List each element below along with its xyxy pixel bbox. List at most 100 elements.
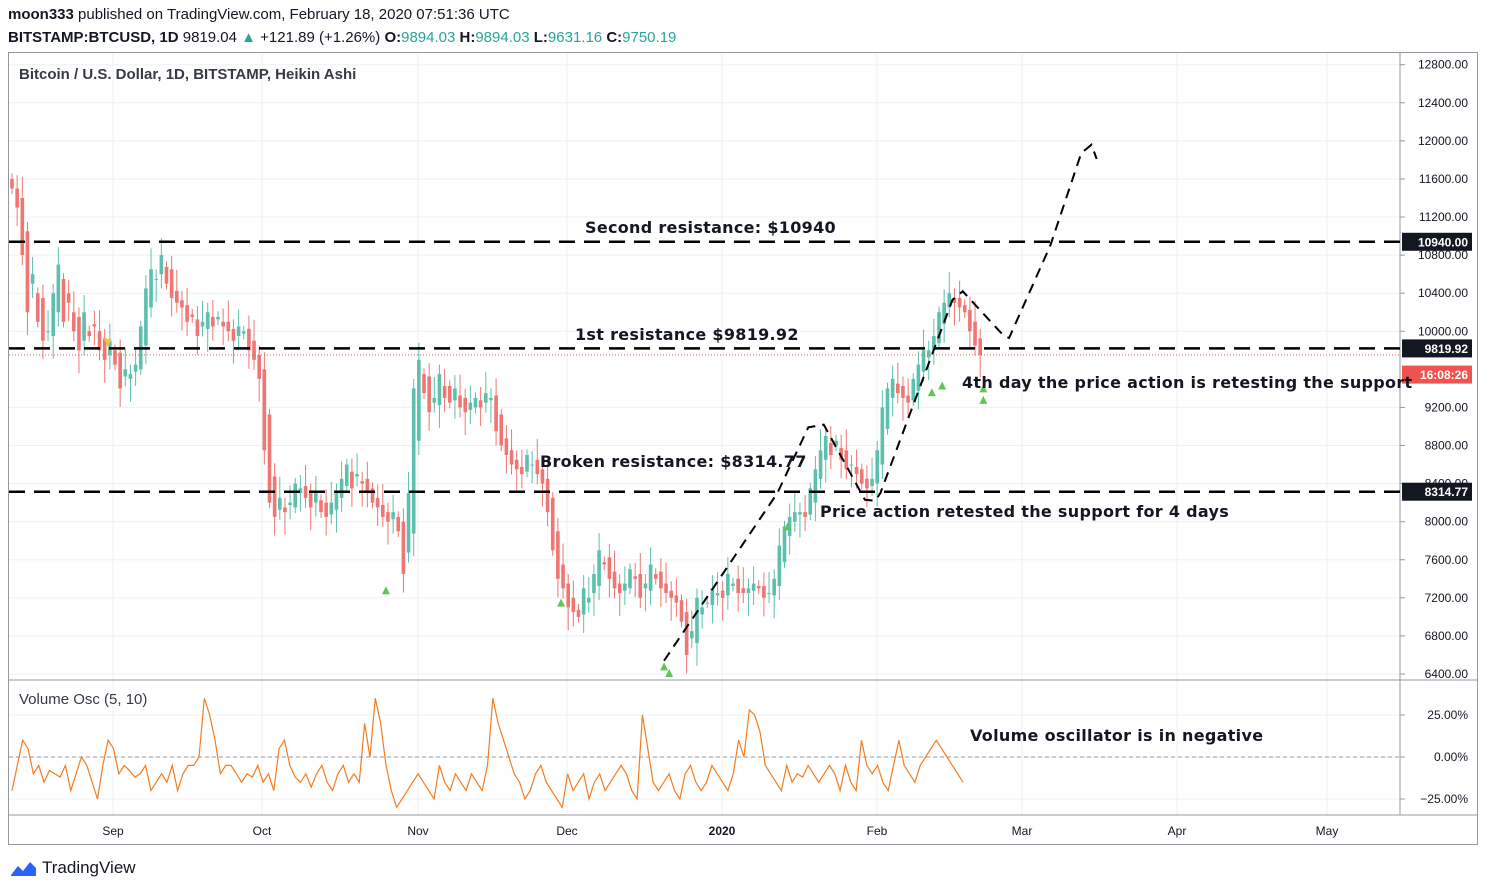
- candle-body: [360, 481, 364, 484]
- candle-body: [211, 316, 215, 327]
- close-label: C:: [606, 29, 623, 46]
- candle-body: [751, 583, 756, 591]
- candle-body: [896, 383, 900, 394]
- candle-body: [854, 466, 859, 475]
- candle-body: [267, 414, 272, 503]
- candle-body: [355, 474, 359, 477]
- buy-signal-icon: [979, 384, 988, 393]
- candles: [10, 173, 982, 674]
- candle-body: [453, 388, 457, 401]
- candle-body: [880, 407, 885, 465]
- candle-body: [952, 297, 957, 303]
- candle-body: [571, 597, 576, 613]
- candle-body: [35, 293, 40, 322]
- candle-body: [97, 331, 102, 351]
- price-tick-label: 11200.00: [1419, 210, 1468, 224]
- price-axis-badge: [1402, 482, 1472, 501]
- open-value: 9894.03: [401, 29, 456, 46]
- candle-body: [262, 369, 267, 451]
- support-retest-annotation: Price action retested the support for 4 …: [820, 502, 1230, 521]
- retest-annotation: 4th day the price action is retesting th…: [962, 373, 1413, 392]
- candle-body: [82, 312, 86, 341]
- candle-body: [133, 364, 138, 372]
- candle-body: [20, 197, 25, 256]
- candle-body: [365, 478, 370, 494]
- candle-body: [746, 588, 751, 594]
- candle-body: [494, 395, 498, 432]
- candle-body: [87, 331, 92, 337]
- time-tick-label: 2020: [709, 824, 736, 838]
- candle-body: [736, 578, 740, 594]
- price-tick-label: 12400.00: [1418, 96, 1468, 110]
- candle-body: [823, 435, 828, 460]
- candle-body: [556, 531, 560, 579]
- candle-body: [937, 312, 941, 344]
- up-arrow-icon: ▲: [241, 29, 256, 46]
- candle-body: [386, 512, 390, 522]
- price-axis-badge: [1402, 232, 1472, 251]
- time-tick-label: May: [1316, 824, 1339, 838]
- candle-body: [530, 464, 534, 466]
- candle-body: [25, 231, 30, 313]
- candle-body: [339, 478, 344, 498]
- candle-body: [72, 312, 76, 332]
- candle-body: [767, 593, 771, 595]
- candle-body: [638, 574, 643, 598]
- candle-body: [422, 374, 426, 394]
- price-tick-label: 6800.00: [1425, 629, 1469, 643]
- candle-body: [865, 478, 869, 489]
- chart-frame[interactable]: [8, 52, 1478, 845]
- candle-body: [653, 574, 658, 579]
- candle-body: [674, 595, 679, 603]
- candle-body: [962, 305, 967, 313]
- oscillator-title: Volume Osc (5, 10): [19, 691, 148, 708]
- candle-body: [901, 386, 905, 398]
- candle-body: [504, 438, 509, 456]
- candle-body: [978, 338, 982, 356]
- candle-body: [15, 188, 19, 208]
- candle-body: [278, 497, 282, 510]
- candle-body: [319, 500, 323, 513]
- osc-tick-label: 25.00%: [1427, 708, 1468, 722]
- candle-body: [906, 395, 910, 403]
- buy-signal-icon: [660, 662, 669, 671]
- price-tick-label: 10800.00: [1418, 248, 1468, 262]
- candle-body: [602, 562, 607, 565]
- candle-body: [272, 476, 277, 517]
- candle-body: [293, 483, 298, 508]
- price-tick-label: 7600.00: [1425, 553, 1469, 567]
- candle-body: [128, 374, 133, 379]
- candle-body: [690, 631, 694, 639]
- candle-body: [525, 455, 529, 472]
- candle-body: [427, 376, 431, 413]
- candle-body: [216, 316, 220, 320]
- open-label: O:: [384, 29, 402, 46]
- price-axis-badge-label: 9819.92: [1425, 342, 1469, 356]
- candle-body: [463, 397, 467, 413]
- candle-body: [741, 588, 746, 594]
- candle-body: [252, 340, 256, 360]
- candle-body: [520, 466, 524, 475]
- candle-body: [447, 386, 452, 403]
- candle-body: [61, 278, 66, 322]
- candle-body: [818, 450, 823, 479]
- candle-body: [731, 583, 735, 586]
- osc-tick-label: 0.00%: [1434, 750, 1468, 764]
- candle-body: [437, 374, 442, 406]
- candle-body: [149, 269, 153, 308]
- volume-annotation: Volume oscillator is in negative: [970, 726, 1264, 745]
- price-tick-label: 12800.00: [1418, 58, 1468, 72]
- symbol-name: BITSTAMP:BTCUSD, 1D: [8, 29, 179, 46]
- candle-body: [200, 321, 205, 327]
- author-name: moon333: [8, 6, 74, 23]
- brand-text: TradingView: [42, 858, 136, 877]
- price-tick-label: 6400.00: [1425, 667, 1469, 681]
- candle-body: [221, 321, 225, 327]
- tradingview-logo[interactable]: TradingView: [8, 858, 136, 878]
- candle-body: [720, 590, 725, 598]
- candle-body: [406, 493, 411, 553]
- price-tick-label: 7200.00: [1425, 591, 1469, 605]
- candle-body: [283, 507, 287, 513]
- candle-body: [185, 305, 189, 322]
